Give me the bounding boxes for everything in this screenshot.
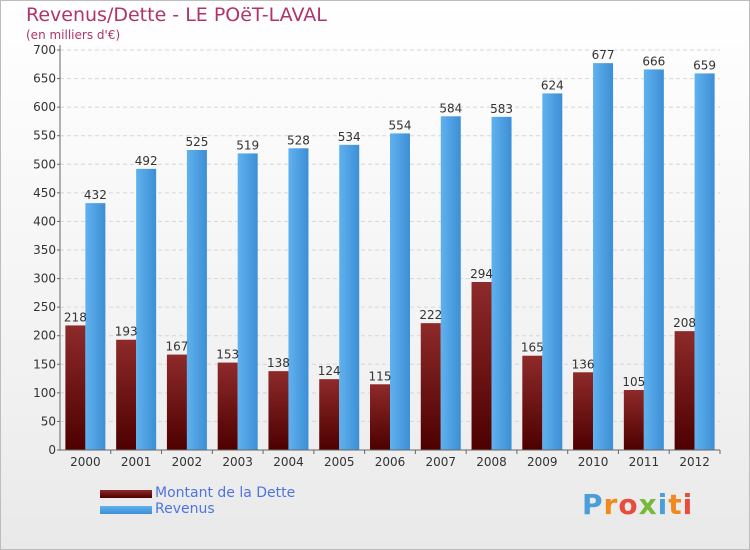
y-tick-label: 400 bbox=[33, 214, 56, 228]
x-tick-label: 2003 bbox=[222, 455, 253, 469]
bar-revenue bbox=[593, 63, 614, 451]
y-tick-label: 50 bbox=[41, 414, 56, 428]
bar-revenue bbox=[390, 133, 410, 450]
bar-debt bbox=[268, 371, 289, 450]
x-tick-label: 2009 bbox=[527, 455, 558, 469]
bar-debt bbox=[420, 323, 441, 450]
bar-revenue bbox=[440, 116, 461, 451]
logo-letter: i bbox=[682, 488, 694, 521]
y-tick-label: 0 bbox=[48, 443, 56, 457]
bar-debt bbox=[217, 362, 238, 450]
y-tick-label: 250 bbox=[33, 300, 56, 314]
data-label-debt: 138 bbox=[267, 356, 290, 370]
data-label-revenue: 492 bbox=[135, 154, 158, 168]
bar-revenue bbox=[237, 153, 258, 450]
data-label-debt: 222 bbox=[419, 308, 442, 322]
bar-revenue bbox=[542, 93, 563, 450]
bar-revenue bbox=[288, 148, 309, 451]
legend-swatch-revenue bbox=[100, 506, 152, 514]
y-tick-label: 650 bbox=[33, 72, 56, 86]
bar-debt bbox=[116, 339, 137, 450]
bar-revenue bbox=[85, 203, 106, 450]
data-label-revenue: 583 bbox=[490, 102, 513, 116]
data-label-revenue: 525 bbox=[185, 135, 208, 149]
data-label-revenue: 624 bbox=[541, 78, 564, 92]
bar-revenue bbox=[643, 69, 664, 450]
y-tick-label: 300 bbox=[33, 272, 56, 286]
logo-letter: i bbox=[657, 488, 669, 521]
logo-letter: P bbox=[582, 488, 604, 521]
x-tick-label: 2007 bbox=[425, 455, 456, 469]
bar-debt bbox=[674, 331, 695, 450]
data-label-debt: 153 bbox=[216, 348, 239, 362]
data-label-revenue: 432 bbox=[84, 188, 107, 202]
bar-revenue bbox=[339, 144, 360, 450]
legend-label-revenue: Revenus bbox=[155, 501, 215, 517]
data-label-revenue: 528 bbox=[287, 133, 310, 147]
x-tick-label: 2011 bbox=[629, 455, 660, 469]
x-tick-label: 2001 bbox=[121, 455, 152, 469]
x-tick-label: 2005 bbox=[324, 455, 355, 469]
bar-debt bbox=[623, 390, 644, 450]
x-tick-label: 2004 bbox=[273, 455, 304, 469]
bar-revenue bbox=[491, 116, 512, 450]
y-tick-label: 450 bbox=[33, 186, 56, 200]
bar-debt bbox=[471, 282, 492, 450]
chart-subtitle: (en milliers d'€) bbox=[26, 28, 121, 42]
y-tick-label: 350 bbox=[33, 243, 56, 257]
data-label-revenue: 554 bbox=[389, 118, 412, 132]
bar-revenue bbox=[694, 73, 715, 450]
data-label-revenue: 666 bbox=[642, 54, 665, 68]
data-label-debt: 193 bbox=[115, 325, 138, 339]
data-label-debt: 105 bbox=[622, 375, 645, 389]
bar-revenue bbox=[136, 168, 157, 450]
logo-letter: r bbox=[603, 488, 619, 521]
data-label-revenue: 659 bbox=[693, 58, 716, 72]
y-tick-label: 550 bbox=[33, 129, 56, 143]
x-tick-label: 2000 bbox=[70, 455, 101, 469]
x-tick-label: 2012 bbox=[679, 455, 710, 469]
data-label-debt: 136 bbox=[572, 357, 595, 371]
data-label-revenue: 584 bbox=[439, 101, 462, 115]
x-tick-label: 2010 bbox=[578, 455, 609, 469]
y-tick-label: 150 bbox=[33, 357, 56, 371]
bar-debt bbox=[65, 325, 86, 450]
bar-debt bbox=[319, 379, 340, 450]
x-tick-label: 2006 bbox=[375, 455, 406, 469]
y-tick-label: 500 bbox=[33, 157, 56, 171]
logo-letter: o bbox=[618, 488, 639, 521]
data-label-debt: 294 bbox=[470, 267, 493, 281]
legend-label-debt: Montant de la Dette bbox=[155, 485, 296, 501]
bar-debt bbox=[370, 384, 390, 450]
data-label-debt: 218 bbox=[64, 310, 87, 324]
data-label-revenue: 519 bbox=[236, 138, 259, 152]
bar-debt bbox=[522, 355, 543, 450]
data-label-debt: 167 bbox=[165, 340, 188, 354]
data-label-debt: 124 bbox=[318, 364, 341, 378]
data-label-debt: 208 bbox=[673, 316, 696, 330]
proxiti-logo: Proxiti bbox=[582, 488, 693, 521]
y-tick-label: 700 bbox=[33, 43, 56, 57]
legend-swatch-debt bbox=[100, 490, 152, 498]
data-label-revenue: 534 bbox=[338, 130, 361, 144]
logo-letter: t bbox=[668, 488, 683, 521]
data-label-debt: 115 bbox=[369, 369, 392, 383]
y-tick-label: 600 bbox=[33, 100, 56, 114]
data-label-revenue: 677 bbox=[592, 48, 615, 62]
bar-debt bbox=[166, 354, 187, 450]
x-tick-label: 2002 bbox=[172, 455, 203, 469]
x-tick-label: 2008 bbox=[476, 455, 507, 469]
y-tick-label: 200 bbox=[33, 329, 56, 343]
y-tick-label: 100 bbox=[33, 386, 56, 400]
logo-letter: x bbox=[638, 488, 658, 521]
data-label-debt: 165 bbox=[521, 341, 544, 355]
bar-debt bbox=[573, 372, 594, 450]
bar-revenue bbox=[186, 150, 207, 450]
chart-title: Revenus/Dette - LE POëT-LAVAL bbox=[26, 4, 327, 26]
